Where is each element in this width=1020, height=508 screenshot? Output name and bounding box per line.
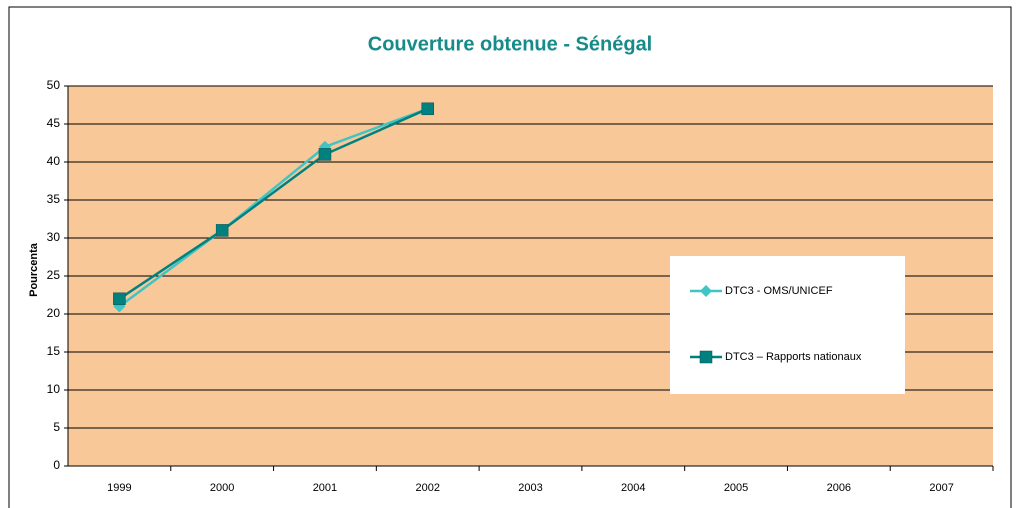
x-tick-label: 2006 [827,482,851,494]
x-tick-label: 2002 [415,482,439,494]
y-tick-label: 25 [47,268,61,282]
legend-label: DTC3 - OMS/UNICEF [725,285,833,297]
x-tick-label: 2001 [313,482,337,494]
y-tick-label: 30 [47,230,61,244]
y-tick-label: 0 [53,458,60,472]
y-tick-label: 35 [47,192,61,206]
chart-frame [8,6,1012,508]
y-tick-label: 45 [47,116,61,130]
series-line [118,107,429,300]
y-axis-label: Pourcenta [28,242,40,297]
data-point [421,102,434,116]
y-tick-label: 20 [47,306,61,320]
y-tick-label: 15 [47,344,61,358]
legend [670,256,905,394]
data-point [113,292,126,306]
x-tick-label: 2004 [621,482,645,494]
x-tick-label: 2003 [518,482,542,494]
y-tick-label: 10 [47,382,61,396]
y-tick-label: 40 [47,154,61,168]
x-tick-label: 1999 [107,482,131,494]
data-point [215,224,229,237]
legend-label: DTC3 – Rapports nationaux [725,351,862,363]
x-tick-label: 2005 [724,482,748,494]
legend-marker [700,285,712,297]
x-tick-label: 2007 [929,482,953,494]
y-tick-label: 5 [53,420,60,434]
series-line [118,107,429,308]
data-point [318,148,332,161]
legend-marker [699,350,713,364]
y-tick-label: 50 [47,78,61,92]
chart-title: Couverture obtenue - Sénégal [368,33,653,55]
x-tick-label: 2000 [210,482,234,494]
